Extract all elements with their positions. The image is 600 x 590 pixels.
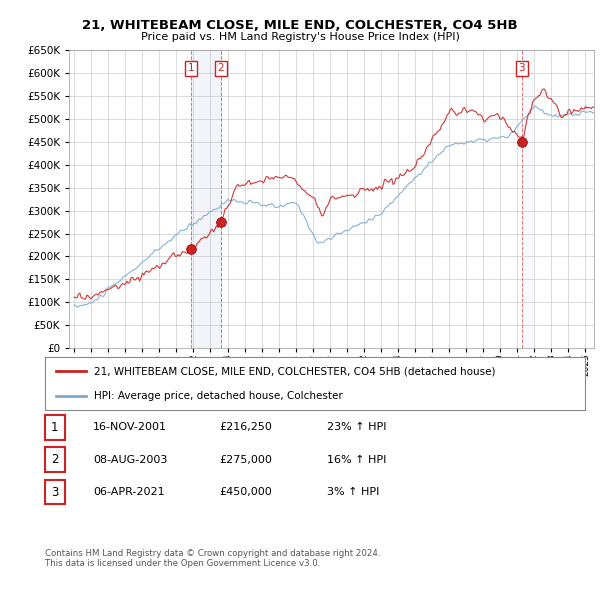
- Text: 06-APR-2021: 06-APR-2021: [93, 487, 164, 497]
- Text: 21, WHITEBEAM CLOSE, MILE END, COLCHESTER, CO4 5HB (detached house): 21, WHITEBEAM CLOSE, MILE END, COLCHESTE…: [94, 366, 495, 376]
- Bar: [191, 50, 221, 348]
- Text: 16% ↑ HPI: 16% ↑ HPI: [327, 455, 386, 464]
- Bar: [522, 50, 532, 348]
- Text: 1: 1: [51, 421, 59, 434]
- Text: HPI: Average price, detached house, Colchester: HPI: Average price, detached house, Colc…: [94, 391, 343, 401]
- Text: 21, WHITEBEAM CLOSE, MILE END, COLCHESTER, CO4 5HB: 21, WHITEBEAM CLOSE, MILE END, COLCHESTE…: [82, 19, 518, 32]
- Text: 08-AUG-2003: 08-AUG-2003: [93, 455, 167, 464]
- Text: Contains HM Land Registry data © Crown copyright and database right 2024.
This d: Contains HM Land Registry data © Crown c…: [45, 549, 380, 568]
- Text: 23% ↑ HPI: 23% ↑ HPI: [327, 422, 386, 432]
- Text: £275,000: £275,000: [219, 455, 272, 464]
- Text: 3: 3: [518, 64, 525, 74]
- Text: 1: 1: [188, 64, 194, 74]
- Text: 3% ↑ HPI: 3% ↑ HPI: [327, 487, 379, 497]
- Text: 3: 3: [51, 486, 59, 499]
- Text: 16-NOV-2001: 16-NOV-2001: [93, 422, 167, 432]
- Text: 2: 2: [217, 64, 224, 74]
- Text: Price paid vs. HM Land Registry's House Price Index (HPI): Price paid vs. HM Land Registry's House …: [140, 32, 460, 42]
- Text: £216,250: £216,250: [219, 422, 272, 432]
- Text: 2: 2: [51, 453, 59, 466]
- Text: £450,000: £450,000: [219, 487, 272, 497]
